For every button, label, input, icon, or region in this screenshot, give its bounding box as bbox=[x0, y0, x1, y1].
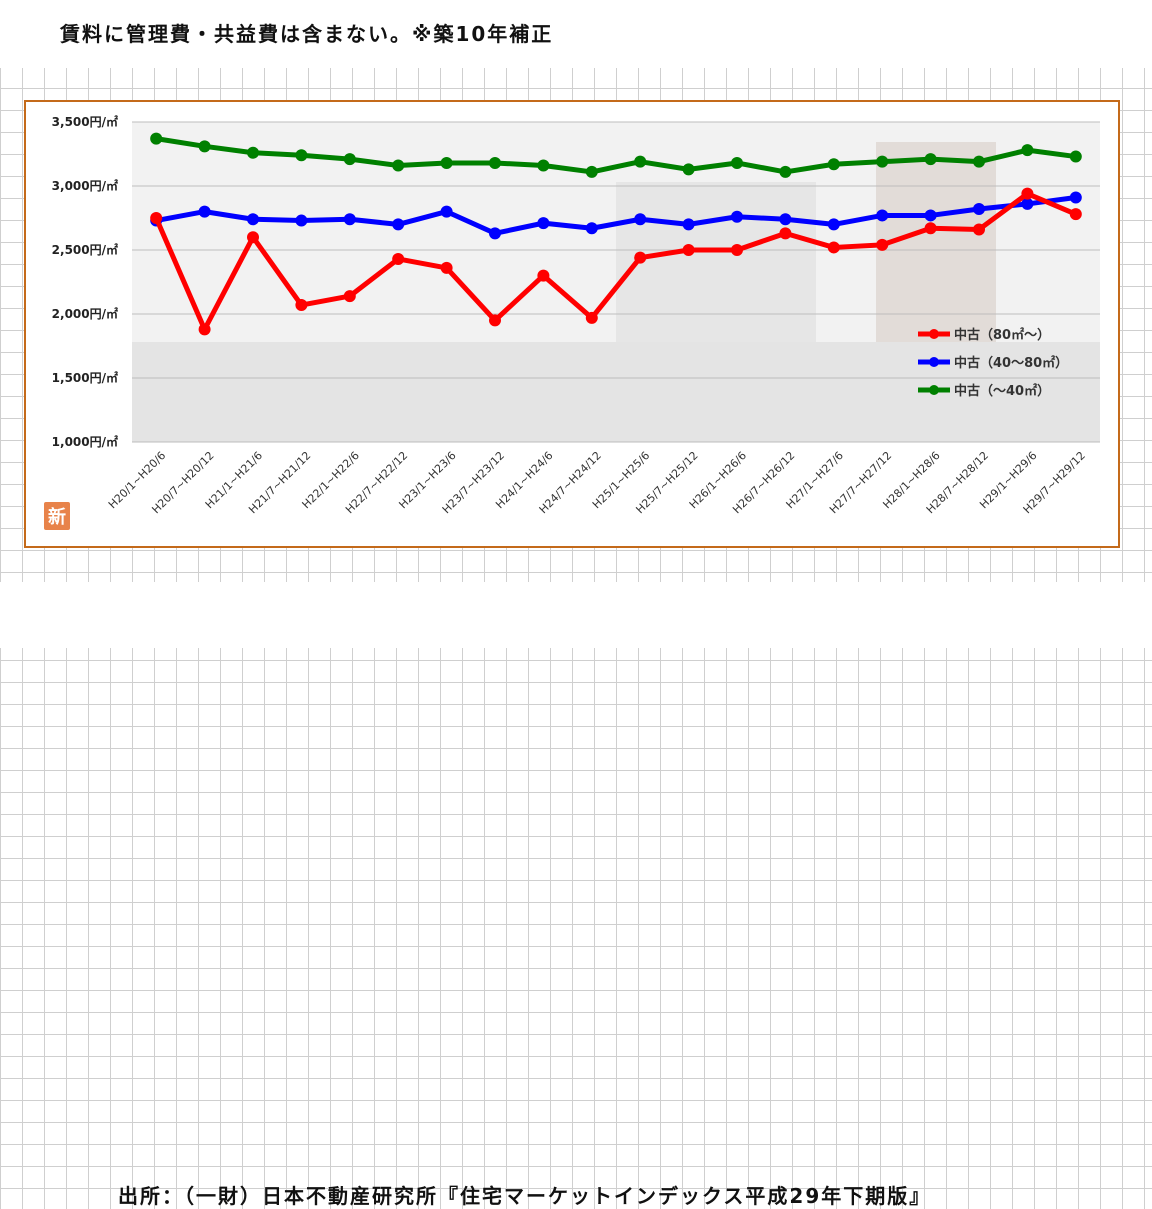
data-point bbox=[295, 299, 308, 312]
data-point bbox=[827, 218, 840, 231]
data-point bbox=[682, 244, 695, 256]
chart-note: 賃料に管理費・共益費は含まない。※築10年補正 bbox=[60, 22, 554, 46]
footer-band: 出所：（一財）日本不動産研究所『住宅マーケットインデックス平成29年下期版』 bbox=[0, 582, 1152, 1208]
legend-swatch-marker bbox=[929, 357, 939, 367]
data-point bbox=[634, 155, 647, 168]
legend-swatch-marker bbox=[929, 329, 939, 339]
data-point bbox=[440, 205, 453, 218]
source-credit: 出所：（一財）日本不動産研究所『住宅マーケットインデックス平成29年下期版』 bbox=[118, 1184, 932, 1208]
data-point bbox=[1069, 208, 1082, 221]
data-point bbox=[295, 149, 308, 162]
data-point bbox=[343, 213, 356, 226]
data-point bbox=[247, 146, 259, 159]
data-point bbox=[731, 244, 743, 256]
data-point bbox=[440, 261, 453, 274]
data-point bbox=[1069, 191, 1082, 204]
data-point bbox=[876, 155, 889, 168]
data-point bbox=[343, 290, 356, 303]
data-point bbox=[924, 209, 937, 222]
data-point bbox=[731, 210, 743, 223]
data-point bbox=[198, 323, 211, 336]
data-point bbox=[295, 214, 308, 227]
y-tick-label: 1,000円/㎡ bbox=[52, 434, 118, 449]
data-point bbox=[343, 153, 356, 166]
data-point bbox=[827, 158, 840, 171]
y-tick-label: 1,500円/㎡ bbox=[52, 370, 118, 385]
data-point bbox=[1069, 150, 1082, 163]
legend-label: 中古（40～80㎡） bbox=[954, 355, 1068, 371]
data-point bbox=[150, 132, 163, 145]
series-line bbox=[155, 136, 1077, 175]
data-point bbox=[779, 165, 792, 178]
y-tick-label: 2,500円/㎡ bbox=[52, 242, 118, 257]
data-point bbox=[1021, 197, 1034, 210]
data-point bbox=[973, 203, 985, 216]
data-point bbox=[440, 156, 453, 169]
data-point bbox=[731, 156, 743, 169]
legend-label: 中古（～40㎡） bbox=[954, 383, 1050, 399]
data-point bbox=[392, 252, 405, 265]
data-point bbox=[779, 213, 792, 226]
data-point bbox=[924, 153, 937, 166]
data-point bbox=[489, 314, 501, 327]
data-point bbox=[779, 227, 792, 240]
data-point bbox=[585, 165, 598, 178]
data-point bbox=[876, 238, 889, 251]
y-tick-label: 3,500円/㎡ bbox=[52, 114, 118, 129]
data-point bbox=[537, 269, 550, 282]
rent-line-chart: 3,500円/㎡ 3,000円/㎡ 2,500円/㎡ 2,000円/㎡ 1,500円/㎡… bbox=[44, 114, 1100, 530]
legend-label: 中古（80㎡～） bbox=[954, 327, 1050, 343]
legend-swatch-marker bbox=[929, 385, 939, 395]
data-point bbox=[876, 209, 889, 222]
data-point bbox=[392, 218, 405, 231]
new-badge-label: 新 bbox=[48, 506, 66, 528]
data-point bbox=[198, 205, 211, 218]
data-point bbox=[537, 217, 550, 230]
data-point bbox=[973, 223, 985, 236]
data-point bbox=[537, 159, 550, 172]
y-tick-label: 2,000円/㎡ bbox=[52, 306, 118, 321]
series-line bbox=[153, 191, 1077, 332]
data-point bbox=[585, 311, 598, 324]
data-point bbox=[247, 213, 259, 226]
data-point bbox=[392, 159, 405, 172]
new-badge bbox=[44, 502, 70, 530]
header-band: 賃料に管理費・共益費は含まない。※築10年補正 bbox=[0, 0, 1152, 68]
data-point bbox=[827, 241, 840, 254]
data-point bbox=[198, 140, 211, 153]
data-point bbox=[682, 218, 695, 231]
y-tick-label: 3,000円/㎡ bbox=[52, 178, 118, 193]
data-point bbox=[682, 163, 695, 176]
data-point bbox=[150, 212, 163, 224]
data-point bbox=[1021, 187, 1034, 200]
data-point bbox=[924, 222, 937, 235]
chart-frame: 3,500円/㎡ 3,000円/㎡ 2,500円/㎡ 2,000円/㎡ 1,500円/㎡… bbox=[24, 100, 1120, 548]
data-point bbox=[1021, 144, 1034, 157]
series-line bbox=[155, 195, 1077, 236]
data-point bbox=[489, 156, 501, 169]
data-point bbox=[634, 251, 647, 264]
data-point bbox=[973, 155, 985, 168]
data-point bbox=[489, 227, 501, 240]
data-point bbox=[585, 222, 598, 235]
data-point bbox=[634, 213, 647, 226]
data-point bbox=[247, 231, 259, 244]
